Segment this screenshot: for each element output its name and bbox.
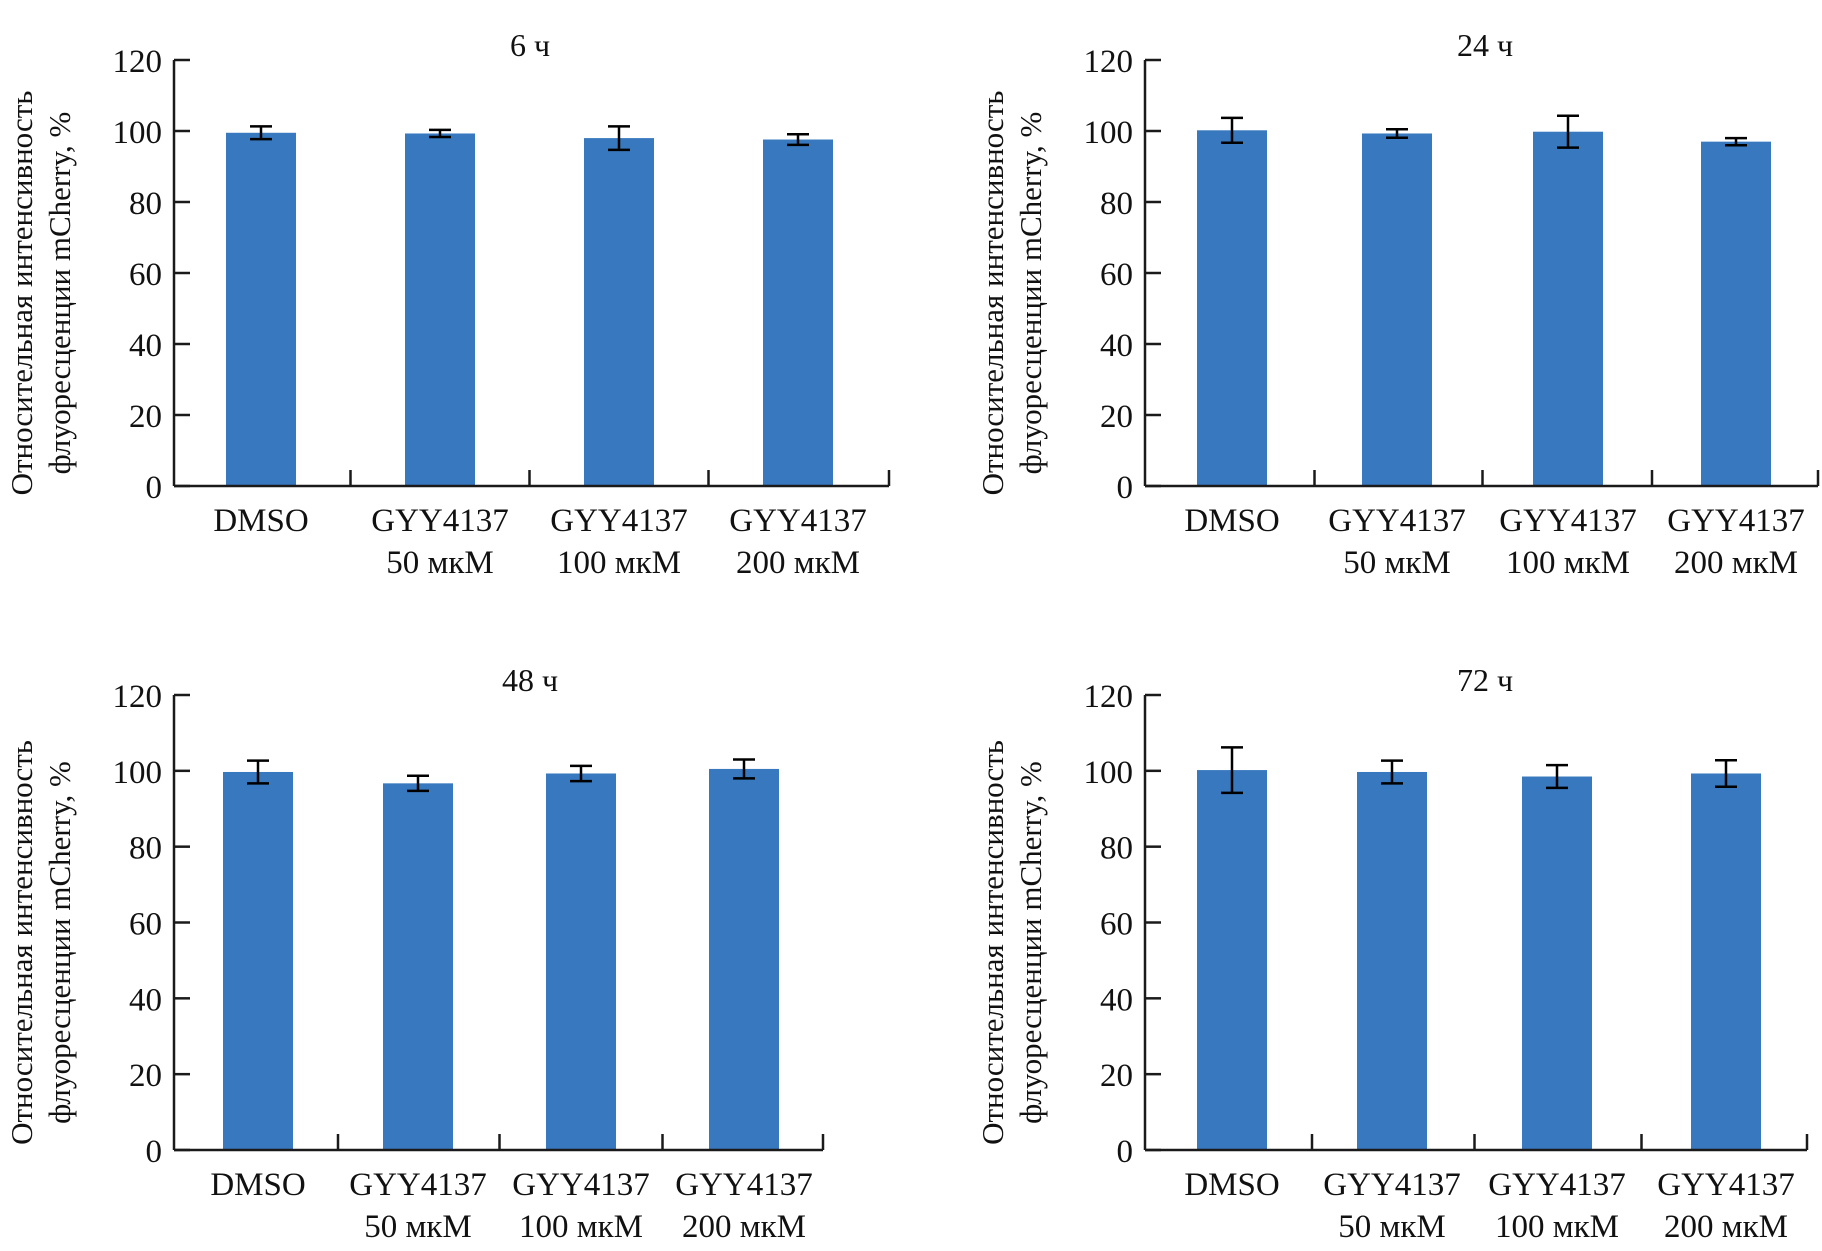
bar: [1362, 133, 1432, 487]
y-axis-label-line1: Относительная интенсивность: [975, 91, 1010, 496]
bar: [763, 139, 833, 486]
x-tick-label: 100 мкМ: [557, 545, 681, 581]
x-tick-label: GYY4137: [1328, 503, 1466, 539]
y-axis-label-line1: Относительная интенсивность: [4, 740, 39, 1145]
bar: [223, 771, 293, 1150]
x-tick-label: 200 мкМ: [736, 545, 860, 581]
chart-title: 72 ч: [1457, 662, 1513, 698]
bar: [1533, 131, 1603, 486]
x-tick-label: 200 мкМ: [682, 1209, 806, 1245]
chart-panel-bottom-right: 72 ч Относительная интенсивность флуоресце…: [975, 662, 1809, 1245]
y-tick-label: 0: [146, 470, 163, 506]
y-tick-label: 80: [1100, 186, 1133, 222]
y-tick-label: 60: [1100, 257, 1133, 293]
x-tick-label: 100 мкМ: [519, 1209, 643, 1245]
x-tick-label: GYY4137: [729, 503, 867, 539]
x-tick-label: 50 мкМ: [386, 545, 494, 581]
y-tick-label: 120: [1084, 679, 1134, 715]
y-tick-label: 120: [113, 44, 163, 80]
chart-panel-top-left: 6 ч Относительная интенсивность флуоресцен…: [4, 27, 891, 581]
x-tick-label: 50 мкМ: [364, 1209, 472, 1245]
x-tick-label: 50 мкМ: [1338, 1209, 1446, 1245]
bar: [1197, 770, 1267, 1150]
bar: [1357, 771, 1427, 1150]
bar: [1522, 776, 1592, 1150]
bar: [546, 773, 616, 1150]
x-tick-label: GYY4137: [1499, 503, 1637, 539]
y-tick-label: 100: [113, 755, 163, 791]
y-tick-label: 0: [146, 1134, 163, 1170]
x-tick-label: DMSO: [1184, 503, 1279, 539]
x-tick-label: 100 мкМ: [1495, 1209, 1619, 1245]
x-tick-label: DMSO: [213, 503, 308, 539]
y-tick-label: 20: [129, 1058, 162, 1094]
y-axis-label-line2: флуоресценции mCherry, %: [1013, 761, 1048, 1124]
bar: [405, 133, 475, 487]
y-tick-label: 120: [113, 679, 163, 715]
chart-panel-bottom-left: 48 ч Относительная интенсивность флуоресце…: [4, 662, 825, 1245]
bar: [383, 783, 453, 1150]
y-axis-label-line2: флуоресценции mCherry, %: [42, 112, 77, 475]
bar: [1691, 773, 1761, 1150]
x-tick-label: GYY4137: [675, 1167, 813, 1203]
y-tick-label: 100: [113, 115, 163, 151]
chart-title: 6 ч: [510, 27, 550, 63]
y-tick-label: 80: [1100, 831, 1133, 867]
bar: [709, 768, 779, 1150]
y-tick-label: 60: [1100, 907, 1133, 943]
y-tick-label: 100: [1084, 115, 1134, 151]
y-axis-label-line1: Относительная интенсивность: [4, 91, 39, 496]
bar: [584, 138, 654, 486]
y-tick-label: 20: [1100, 1058, 1133, 1094]
x-tick-label: GYY4137: [349, 1167, 487, 1203]
bar: [226, 132, 296, 486]
x-tick-label: GYY4137: [550, 503, 688, 539]
x-tick-label: GYY4137: [371, 503, 509, 539]
y-tick-label: 120: [1084, 44, 1134, 80]
y-axis-label-line2: флуоресценции mCherry, %: [1013, 112, 1048, 475]
x-tick-label: GYY4137: [1667, 503, 1805, 539]
x-tick-label: 200 мкМ: [1664, 1209, 1788, 1245]
y-tick-label: 40: [1100, 982, 1133, 1018]
x-tick-label: 50 мкМ: [1343, 545, 1451, 581]
x-tick-label: GYY4137: [1323, 1167, 1461, 1203]
y-tick-label: 20: [129, 399, 162, 435]
bar: [1197, 130, 1267, 487]
y-axis-label-line1: Относительная интенсивность: [975, 740, 1010, 1145]
chart-title: 48 ч: [502, 662, 558, 698]
bar: [1701, 141, 1771, 486]
y-tick-label: 0: [1117, 1134, 1134, 1170]
y-tick-label: 40: [129, 982, 162, 1018]
y-tick-label: 60: [129, 907, 162, 943]
y-tick-label: 80: [129, 186, 162, 222]
x-tick-label: GYY4137: [512, 1167, 650, 1203]
y-tick-label: 40: [1100, 328, 1133, 364]
y-tick-label: 80: [129, 831, 162, 867]
x-tick-label: 100 мкМ: [1506, 545, 1630, 581]
y-tick-label: 40: [129, 328, 162, 364]
x-tick-label: GYY4137: [1657, 1167, 1795, 1203]
x-tick-label: 200 мкМ: [1674, 545, 1798, 581]
y-axis-label-line2: флуоресценции mCherry, %: [42, 761, 77, 1124]
chart-panel-top-right: 24 ч Относительная интенсивность флуоресце…: [975, 27, 1820, 581]
y-tick-label: 100: [1084, 755, 1134, 791]
chart-title: 24 ч: [1457, 27, 1513, 63]
x-tick-label: GYY4137: [1488, 1167, 1626, 1203]
x-tick-label: DMSO: [210, 1167, 305, 1203]
y-tick-label: 60: [129, 257, 162, 293]
x-tick-label: DMSO: [1184, 1167, 1279, 1203]
y-tick-label: 20: [1100, 399, 1133, 435]
y-tick-label: 0: [1117, 470, 1134, 506]
